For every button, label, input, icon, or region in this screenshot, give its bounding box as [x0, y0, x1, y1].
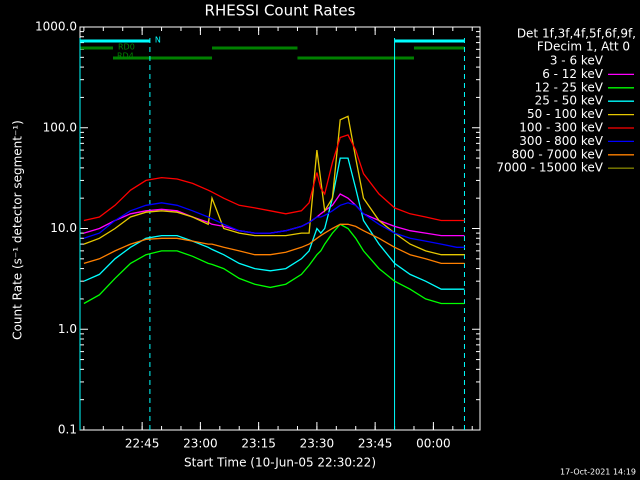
legend-title: FDecim 1, Att 0 — [537, 40, 630, 54]
legend-label: 100 - 300 keV — [519, 121, 603, 135]
flag-label: RD4 — [117, 52, 134, 61]
legend-label: 12 - 25 keV — [535, 80, 604, 94]
flag-label: N — [155, 36, 161, 45]
y-tick-label: 1000.0 — [35, 20, 77, 34]
x-tick-label: 23:45 — [358, 437, 393, 451]
y-tick-label: 10.0 — [50, 221, 77, 235]
legend-label: 25 - 50 keV — [535, 94, 604, 108]
x-tick-label: 23:15 — [241, 437, 276, 451]
plot-frame — [79, 26, 481, 431]
flag-label: RD0 — [118, 43, 135, 52]
series-line — [83, 202, 465, 248]
legend-label: 300 - 800 keV — [519, 134, 603, 148]
chart-title: RHESSI Count Rates — [205, 2, 356, 20]
x-tick-label: 22:45 — [125, 437, 160, 451]
series-line — [83, 134, 465, 222]
legend-label: 3 - 6 keV — [550, 54, 604, 68]
series-line — [83, 210, 465, 300]
x-tick-label: 00:00 — [416, 437, 451, 451]
series-line — [83, 157, 465, 290]
y-tick-label: 1.0 — [58, 322, 77, 336]
x-axis-label: Start Time (10-Jun-05 22:30:22) — [184, 456, 376, 470]
footer: 17-Oct-2021 14:19 — [560, 468, 636, 477]
x-tick-label: 23:00 — [183, 437, 218, 451]
series-line — [83, 223, 465, 265]
series-line — [83, 223, 465, 305]
y-tick-label: 0.1 — [58, 423, 77, 437]
legend-label: 50 - 100 keV — [527, 107, 604, 121]
y-tick-label: 100.0 — [43, 120, 77, 134]
legend-label: 7000 - 15000 keV — [496, 161, 603, 175]
series-line — [83, 193, 465, 237]
legend-label: 800 - 7000 keV — [512, 147, 604, 161]
legend-label: 6 - 12 keV — [542, 67, 604, 81]
series-line — [83, 115, 465, 256]
y-axis-label: Count Rate (s⁻¹ detector segment⁻¹) — [11, 120, 25, 340]
x-tick-label: 23:30 — [300, 437, 335, 451]
legend-title: Det 1f,3f,4f,5f,6f,9f, — [517, 27, 636, 41]
